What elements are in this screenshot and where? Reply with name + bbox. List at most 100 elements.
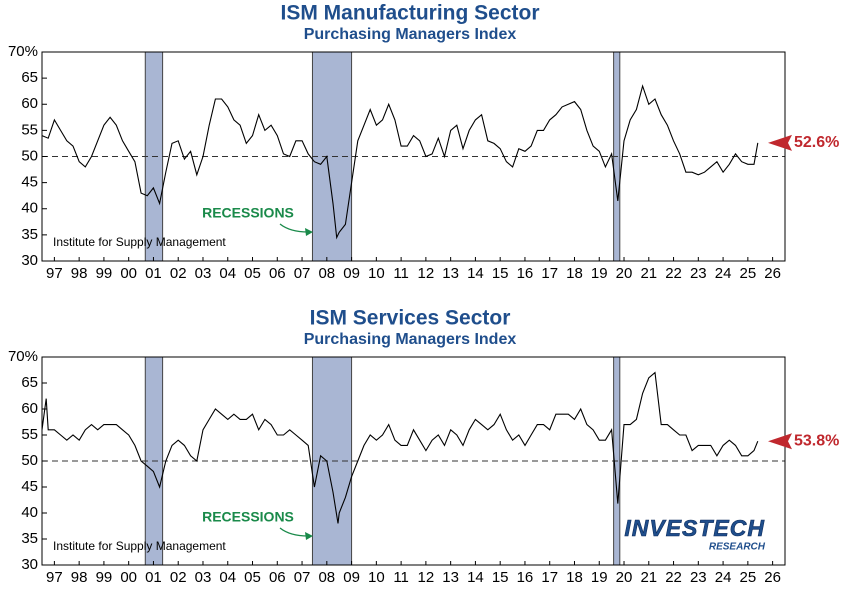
x-tick-label: 99 — [96, 265, 113, 282]
x-tick-label: 06 — [269, 569, 286, 586]
y-tick-label: 40 — [21, 200, 38, 217]
x-tick-label: 18 — [566, 569, 583, 586]
chart-subtitle: Purchasing Managers Index — [304, 331, 517, 348]
x-tick-label: 04 — [219, 569, 236, 586]
x-tick-label: 09 — [343, 265, 360, 282]
x-tick-label: 13 — [442, 265, 459, 282]
y-tick-label: 65 — [21, 69, 38, 86]
callout-arrow — [768, 134, 792, 151]
x-tick-label: 22 — [665, 265, 682, 282]
x-tick-label: 12 — [418, 265, 435, 282]
x-tick-label: 07 — [294, 265, 311, 282]
x-tick-label: 18 — [566, 265, 583, 282]
y-tick-label: 45 — [21, 174, 38, 191]
x-tick-label: 17 — [541, 569, 558, 586]
x-tick-label: 15 — [492, 569, 509, 586]
x-tick-label: 19 — [591, 265, 608, 282]
y-tick-label: 35 — [21, 530, 38, 547]
x-tick-label: 11 — [393, 265, 409, 282]
x-tick-label: 25 — [740, 569, 757, 586]
x-tick-label: 09 — [343, 569, 360, 586]
y-tick-label: 50 — [21, 147, 38, 164]
x-tick-label: 97 — [46, 569, 63, 586]
y-tick-label: 40 — [21, 504, 38, 521]
x-tick-label: 23 — [690, 265, 707, 282]
x-tick-label: 04 — [219, 265, 236, 282]
x-tick-label: 06 — [269, 265, 286, 282]
callout-label: 53.8% — [794, 432, 839, 449]
x-tick-label: 05 — [244, 569, 261, 586]
x-tick-label: 24 — [715, 569, 732, 586]
x-tick-label: 02 — [170, 265, 187, 282]
data-line — [41, 84, 759, 240]
y-tick-label: 60 — [21, 400, 38, 417]
x-tick-label: 08 — [318, 265, 335, 282]
x-tick-label: 19 — [591, 569, 608, 586]
chart-title: ISM Manufacturing Sector — [280, 2, 539, 25]
recession-annotation: RECESSIONS — [202, 509, 294, 525]
y-tick-label: 50 — [21, 452, 38, 469]
x-tick-label: 08 — [318, 569, 335, 586]
chart-title: ISM Services Sector — [310, 307, 511, 330]
x-tick-label: 97 — [46, 265, 63, 282]
x-tick-label: 02 — [170, 569, 187, 586]
annotation-arrowhead — [305, 228, 313, 236]
x-tick-label: 03 — [195, 569, 212, 586]
x-tick-label: 16 — [517, 569, 534, 586]
x-tick-label: 26 — [764, 569, 781, 586]
y-tick-label: 55 — [21, 121, 38, 138]
y-tick-label: 30 — [21, 252, 38, 269]
x-tick-label: 01 — [145, 265, 162, 282]
logo-name: INVESTECH — [624, 515, 765, 541]
x-tick-label: 23 — [690, 569, 707, 586]
x-tick-label: 14 — [467, 265, 484, 282]
x-tick-label: 24 — [715, 265, 732, 282]
data-line — [41, 371, 759, 524]
callout-label: 52.6% — [794, 134, 839, 151]
y-tick-label: 35 — [21, 226, 38, 243]
x-tick-label: 20 — [616, 265, 633, 282]
x-tick-label: 10 — [368, 569, 385, 586]
x-tick-label: 21 — [640, 569, 657, 586]
x-tick-label: 00 — [120, 265, 137, 282]
chart-subtitle: Purchasing Managers Index — [304, 26, 517, 43]
y-tick-label: 70% — [8, 43, 38, 60]
x-tick-label: 13 — [442, 569, 459, 586]
x-tick-label: 21 — [640, 265, 657, 282]
x-tick-label: 11 — [393, 569, 409, 586]
annotation-arrow — [279, 527, 309, 537]
recession-annotation: RECESSIONS — [202, 205, 294, 221]
y-tick-label: 55 — [21, 426, 38, 443]
x-tick-label: 00 — [120, 569, 137, 586]
y-tick-label: 70% — [8, 348, 38, 365]
x-tick-label: 25 — [740, 265, 757, 282]
x-tick-label: 22 — [665, 569, 682, 586]
x-tick-label: 14 — [467, 569, 484, 586]
x-tick-label: 01 — [145, 569, 162, 586]
x-tick-label: 16 — [517, 265, 534, 282]
y-tick-label: 30 — [21, 556, 38, 573]
x-tick-label: 98 — [71, 569, 88, 586]
x-tick-label: 17 — [541, 265, 558, 282]
x-tick-label: 26 — [764, 265, 781, 282]
source-note: Institute for Supply Management — [53, 539, 226, 553]
x-tick-label: 05 — [244, 265, 261, 282]
x-tick-label: 98 — [71, 265, 88, 282]
x-tick-label: 12 — [418, 569, 435, 586]
callout-arrow — [768, 433, 792, 450]
logo-sub: RESEARCH — [709, 542, 766, 553]
x-tick-label: 10 — [368, 265, 385, 282]
x-tick-label: 03 — [195, 265, 212, 282]
annotation-arrow — [279, 223, 309, 233]
x-tick-label: 07 — [294, 569, 311, 586]
annotation-arrowhead — [305, 532, 313, 540]
y-tick-label: 45 — [21, 478, 38, 495]
x-tick-label: 15 — [492, 265, 509, 282]
source-note: Institute for Supply Management — [53, 235, 226, 249]
x-tick-label: 99 — [96, 569, 113, 586]
y-tick-label: 60 — [21, 95, 38, 112]
